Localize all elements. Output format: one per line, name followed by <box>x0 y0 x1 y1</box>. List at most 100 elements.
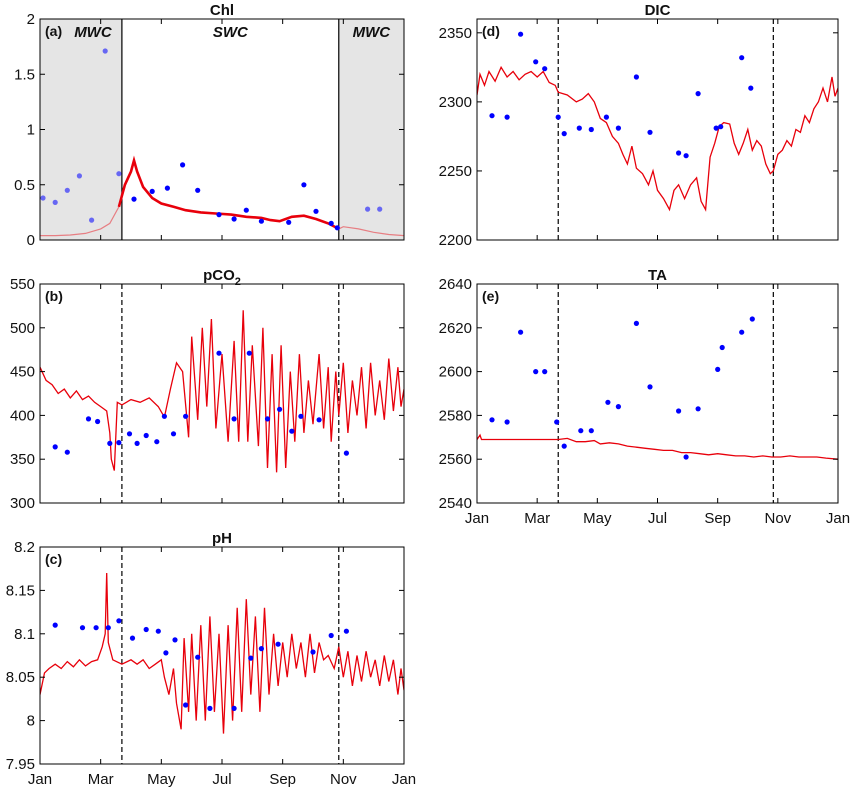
plot-area <box>40 547 404 764</box>
observation-point <box>248 655 254 661</box>
observation-point <box>64 187 70 193</box>
observation-point <box>183 413 189 419</box>
model-line <box>40 310 404 473</box>
observation-point <box>518 329 524 335</box>
panel-title: pH <box>212 530 232 547</box>
observation-point <box>377 206 383 212</box>
x-tick-label: Jul <box>212 771 231 788</box>
observation-point <box>533 59 539 65</box>
y-tick-label: 550 <box>10 276 35 293</box>
observation-point <box>605 399 611 405</box>
observation-point <box>328 220 334 226</box>
observation-point <box>748 85 754 91</box>
observation-point <box>216 212 222 218</box>
observation-point <box>52 199 58 205</box>
observation-point <box>715 366 721 372</box>
observation-point <box>683 454 689 460</box>
y-tick-label: 450 <box>10 364 35 381</box>
observation-point <box>52 622 58 628</box>
y-tick-label: 0 <box>27 232 35 249</box>
panel-title: pCO2 <box>203 267 241 288</box>
observation-point <box>533 369 539 375</box>
observation-point <box>504 114 510 120</box>
panel-label: (d) <box>482 23 500 39</box>
model-line <box>117 155 340 231</box>
x-tick-label: Sep <box>704 510 731 527</box>
observation-point <box>489 417 495 423</box>
observation-point <box>231 705 237 712</box>
observation-point <box>52 444 58 450</box>
y-tick-label: 2 <box>27 11 35 28</box>
observation-point <box>615 404 622 410</box>
y-tick-label: 1.5 <box>14 66 35 83</box>
x-tick-label: Jan <box>392 771 416 788</box>
observation-point <box>695 91 701 97</box>
observation-point <box>95 418 101 425</box>
observation-point <box>676 408 682 414</box>
observation-point <box>231 216 237 222</box>
observation-point <box>85 416 92 422</box>
y-tick-label: 8.05 <box>6 669 35 686</box>
observation-point <box>576 125 582 131</box>
observation-point <box>163 650 169 656</box>
observation-point <box>633 74 640 80</box>
observation-point <box>195 187 201 193</box>
plot-area <box>477 284 838 503</box>
region-label: MWC <box>74 24 113 41</box>
observation-point <box>588 428 594 434</box>
observation-point <box>739 329 745 335</box>
panel-label: (b) <box>45 288 63 304</box>
y-tick-label: 300 <box>10 495 35 512</box>
observation-point <box>161 413 167 419</box>
observation-point <box>343 450 349 456</box>
observation-point <box>578 428 584 434</box>
observation-point <box>554 419 560 425</box>
x-tick-label: Mar <box>524 510 550 527</box>
observation-point <box>739 55 745 61</box>
observation-point <box>155 628 161 634</box>
y-tick-label: 2540 <box>439 495 472 512</box>
panel-label: (c) <box>45 551 62 567</box>
x-tick-label: Jan <box>28 771 52 788</box>
observation-point <box>116 171 122 177</box>
observation-point <box>365 206 371 212</box>
y-tick-label: 2350 <box>439 25 472 42</box>
observation-point <box>116 618 122 624</box>
observation-point <box>289 428 295 434</box>
observation-point <box>134 440 140 446</box>
observation-point <box>164 185 170 191</box>
observation-point <box>647 384 653 390</box>
panel-a-chl: 0 0.5 1 1.5 2 Chl (a) MWC SWC MWC <box>14 2 405 249</box>
observation-point <box>286 219 292 225</box>
observation-point <box>258 218 264 224</box>
observation-point <box>647 129 653 135</box>
observation-point <box>195 654 201 660</box>
observation-point <box>588 126 594 133</box>
plot-area <box>477 19 838 240</box>
x-tick-label: Sep <box>269 771 296 788</box>
y-tick-label: 2600 <box>439 364 472 381</box>
observation-point <box>603 114 610 120</box>
observation-point <box>542 369 548 375</box>
observation-point <box>264 416 271 422</box>
observation-point <box>258 646 264 652</box>
observation-point <box>561 443 567 449</box>
observation-point <box>277 406 283 412</box>
panel-e-ta: 2540 2560 2580 2600 2620 2640 Jan Mar May Jul Sep N… <box>439 267 850 527</box>
y-tick-label: 2640 <box>439 276 472 293</box>
observation-point <box>633 320 640 326</box>
observation-point <box>683 153 689 159</box>
observation-point <box>93 625 99 631</box>
panel-title: Chl <box>210 2 234 19</box>
panel-label: (a) <box>45 23 62 39</box>
x-tick-label: May <box>583 510 612 527</box>
panel-b-pco2: 300 350 400 450 500 550 pCO2 (b) <box>10 267 405 512</box>
observation-point <box>216 350 222 356</box>
observation-point <box>76 173 82 179</box>
observation-point <box>298 413 304 419</box>
observation-point <box>561 131 567 137</box>
panel-label: (e) <box>482 288 499 304</box>
observation-point <box>542 66 548 72</box>
observation-point <box>126 431 133 437</box>
observation-point <box>334 225 340 231</box>
